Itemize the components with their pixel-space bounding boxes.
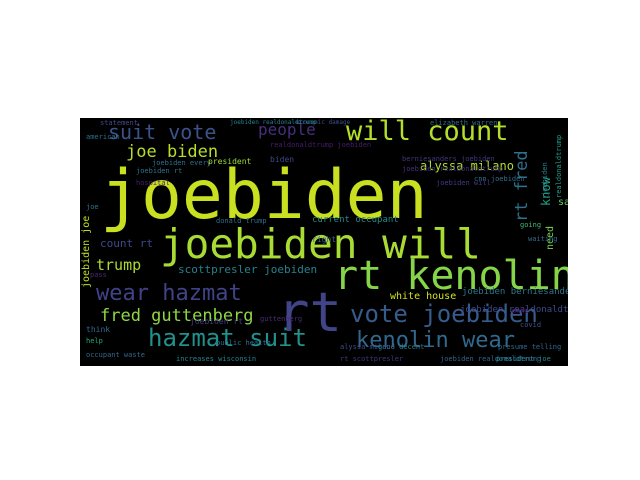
word-joe: joe (86, 203, 99, 211)
word-joebiden-berniesanders: joebiden berniesanders (462, 287, 568, 297)
word-fred-guttenberg: fred guttenberg (100, 306, 254, 326)
word-president: president (208, 157, 252, 166)
word-alyssa-milano: alyssa milano (420, 159, 514, 173)
word-say: say (558, 197, 568, 208)
word-wear-hazmat: wear hazmat (96, 281, 242, 306)
word-rt-fred: rt fred (512, 150, 532, 222)
word-kenolin-wear: kenolin wear (356, 328, 515, 353)
word-pass: pass (90, 271, 107, 279)
word-joebiden-realdonaldtrump: joebiden realdonaldtrump (460, 305, 568, 315)
word-joe-biden: joe biden (126, 142, 219, 162)
word-current-occupant: current occupant (312, 215, 399, 225)
word-good-decent: good decent (378, 343, 425, 351)
word-rt-scottpresler: rt scottpresler (340, 355, 404, 363)
word-will-count: will count (346, 118, 509, 147)
word-joebiden-realdonaldtrump-small: joebiden realdonaldtrump (402, 165, 504, 173)
word-rt: rt (277, 281, 343, 344)
word-right: right (312, 235, 337, 244)
word-covid: covid (520, 321, 542, 329)
word-joebiden-realdonaldtrump-b: joebiden realdonaldtrump (440, 355, 542, 363)
word-increases-wisconsin: increases wisconsin (176, 355, 257, 363)
word-joebiden-will: joebiden will (160, 220, 481, 268)
word-cnn-joebiden: cnn joebiden (474, 175, 525, 183)
word-joebiden-v: joebiden (541, 162, 549, 196)
word-president-joe: president joe (496, 355, 551, 363)
word-going: going (520, 221, 542, 229)
word-waiting: waiting (528, 235, 558, 243)
word-occupant-waste: occupant waste (86, 351, 146, 359)
word-american: american (86, 133, 120, 141)
word-hospital: hospital (136, 179, 170, 187)
word-statement: statement (100, 119, 138, 127)
word-trump: trump (96, 256, 142, 274)
word-biden: biden (270, 155, 295, 164)
word-help: help (86, 337, 103, 345)
word-vote-joebiden: vote joebiden (350, 300, 538, 328)
word-cloud: joebiden joebiden will rt kenolin rt wil… (80, 118, 568, 366)
word-suit-vote: suit vote (108, 120, 217, 144)
word-joebiden-will-small: joebiden will (436, 179, 491, 187)
word-joebiden-rt: joebiden rt (190, 317, 243, 326)
word-scottpresler-joebiden: scottpresler joebiden (178, 263, 318, 276)
word-hazmat-suit: hazmat suit (148, 324, 307, 352)
word-realdonaldtrump-joebiden: realdonaldtrump joebiden (270, 141, 372, 149)
word-joebiden-every: joebiden every (152, 159, 212, 167)
word-white-house: white house (390, 291, 457, 302)
word-joebiden-main: joebiden (100, 156, 428, 235)
word-people: people (258, 120, 316, 139)
word-presume-telling: presume telling (498, 343, 562, 351)
word-berniesanders-joebiden: berniesanders joebiden (402, 155, 495, 163)
word-realdonaldtrump-v: realdonaldtrump (555, 134, 563, 198)
word-think: think (86, 325, 111, 334)
word-alyssa-milano-small: alyssa milano (340, 343, 395, 351)
word-guttenberg: guttenberg (260, 315, 303, 323)
word-public-health: public health (216, 339, 271, 347)
word-joebiden-realdonaldtrump-c: joebiden realdonaldtrump (230, 119, 317, 126)
word-make: make (512, 307, 529, 315)
word-joebiden-rt-small: joebiden rt (136, 167, 183, 175)
word-rt-kenolin: rt kenolin (334, 253, 568, 299)
word-donald-trump: donald trump (216, 217, 267, 225)
word-economic-damage: economic damage (296, 119, 351, 126)
word-elizabeth-warren: elizabeth warren (430, 119, 498, 127)
word-count-rt: count rt (100, 237, 153, 250)
